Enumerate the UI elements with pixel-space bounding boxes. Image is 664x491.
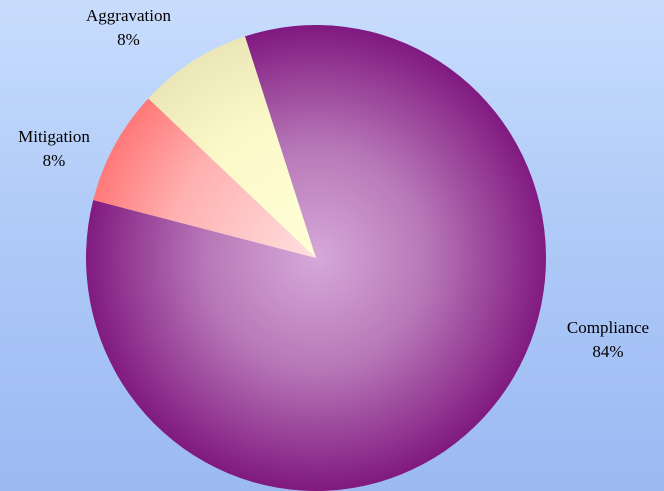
slice-label-aggravation: Aggravation: [86, 6, 171, 25]
pie-slice-compliance: [86, 24, 547, 491]
label-mitigation: Mitigation 8%: [2, 125, 106, 173]
slice-label-compliance: Compliance: [566, 318, 650, 337]
label-aggravation: Aggravation 8%: [71, 4, 186, 52]
label-compliance: Compliance 84%: [553, 316, 663, 364]
slice-percent-compliance: 84%: [592, 342, 624, 361]
slice-percent-mitigation: 8%: [42, 151, 66, 170]
pie-slice-mitigation: [93, 98, 316, 258]
slice-label-mitigation: Mitigation: [18, 127, 90, 146]
slice-percent-aggravation: 8%: [117, 30, 140, 49]
pie-slice-aggravation: [148, 36, 316, 259]
